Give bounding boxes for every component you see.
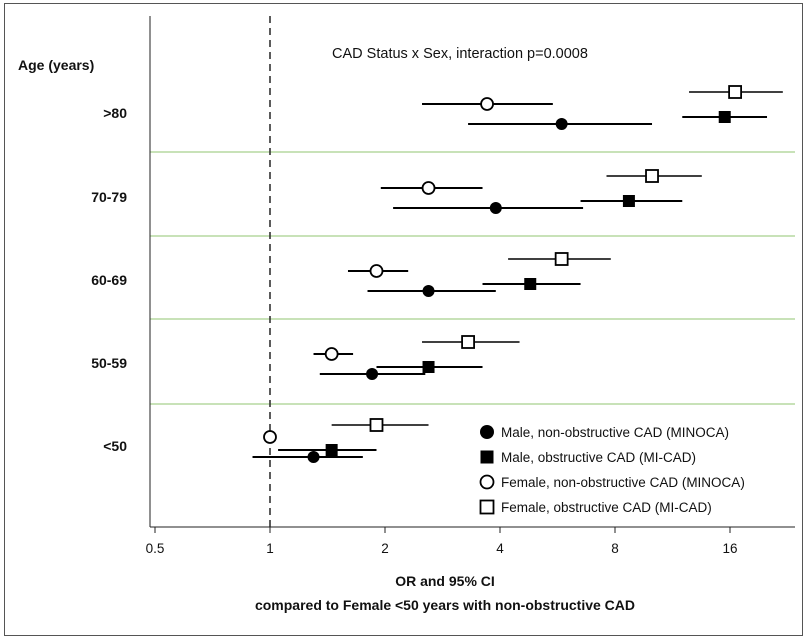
point-marker: [307, 451, 320, 463]
legend-item: Female, obstructive CAD (MI-CAD): [479, 499, 712, 515]
x-tick-label: 2: [381, 541, 389, 556]
data-point: [376, 361, 483, 373]
legend-item: Female, non-obstructive CAD (MINOCA): [479, 474, 745, 490]
data-point: [380, 181, 483, 195]
category-label: 60-69: [91, 272, 127, 288]
legend-label: Female, non-obstructive CAD (MINOCA): [501, 475, 745, 490]
legend-label: Male, obstructive CAD (MI-CAD): [501, 450, 696, 465]
point-marker: [555, 118, 568, 130]
data-point: [393, 202, 584, 214]
category-label: 50-59: [91, 355, 127, 371]
data-point: [252, 451, 363, 463]
legend: Male, non-obstructive CAD (MINOCA) Male, …: [479, 425, 745, 515]
legend-marker: [479, 474, 495, 490]
data-point: [422, 335, 520, 349]
point-marker: [645, 169, 659, 183]
point-marker: [524, 278, 537, 290]
point-marker: [369, 264, 384, 278]
chart-frame: 0.5 1 2 4 8 16 >80 70-79 60-69 50-59 <50 Age (yea…: [4, 3, 803, 636]
legend-label: Male, non-obstructive CAD (MINOCA): [501, 425, 729, 440]
point-marker: [728, 85, 743, 99]
data-point: [606, 169, 702, 183]
point-marker: [324, 347, 339, 361]
x-tick-label: 4: [496, 541, 504, 556]
data-point: [263, 430, 277, 444]
category-labels: >80 70-79 60-69 50-59 <50: [91, 105, 127, 454]
point-marker: [325, 444, 338, 456]
x-axis-ticks: 0.5 1 2 4 8 16: [146, 527, 738, 556]
legend-item: Male, obstructive CAD (MI-CAD): [480, 450, 696, 465]
point-marker: [366, 368, 379, 380]
data-point: [422, 97, 553, 111]
data-point: [482, 278, 581, 290]
group-separators: [150, 151, 795, 405]
point-marker: [421, 181, 436, 195]
point-marker: [480, 97, 494, 111]
data-point: [682, 111, 768, 123]
data-point: [580, 195, 683, 207]
data-point: [347, 264, 409, 278]
data-point: [689, 85, 783, 99]
data-point: [313, 347, 354, 361]
data-point: [468, 118, 653, 130]
category-label: >80: [103, 105, 127, 121]
x-tick-label: 1: [266, 541, 274, 556]
x-tick-label: 16: [722, 541, 737, 556]
x-axis-subtitle: compared to Female <50 years with non-ob…: [255, 597, 635, 613]
forest-plot: 0.5 1 2 4 8 16 >80 70-79 60-69 50-59 <50 Age (yea…: [18, 16, 795, 613]
point-marker: [461, 335, 475, 349]
data-point: [367, 285, 496, 297]
point-marker: [718, 111, 731, 123]
point-marker: [422, 361, 435, 373]
data-point: [508, 252, 611, 266]
legend-label: Female, obstructive CAD (MI-CAD): [501, 500, 712, 515]
legend-marker: [480, 450, 494, 464]
x-axis-title: OR and 95% CI: [395, 573, 495, 589]
point-marker: [263, 430, 277, 444]
point-marker: [554, 252, 569, 266]
x-tick-label: 0.5: [146, 541, 165, 556]
chart-title: CAD Status x Sex, interaction p=0.0008: [332, 46, 588, 62]
data-point: [319, 368, 426, 380]
legend-marker: [479, 499, 495, 515]
x-tick-label: 8: [611, 541, 619, 556]
legend-item: Male, non-obstructive CAD (MINOCA): [480, 425, 729, 440]
point-marker: [422, 285, 435, 297]
data-point: [331, 418, 429, 432]
point-marker: [489, 202, 502, 214]
category-label: <50: [103, 438, 127, 454]
y-axis-title: Age (years): [18, 57, 94, 73]
legend-marker: [480, 425, 494, 439]
point-marker: [622, 195, 635, 207]
data-point: [278, 444, 377, 456]
category-label: 70-79: [91, 189, 127, 205]
data-marks: [252, 85, 783, 463]
point-marker: [369, 418, 384, 432]
